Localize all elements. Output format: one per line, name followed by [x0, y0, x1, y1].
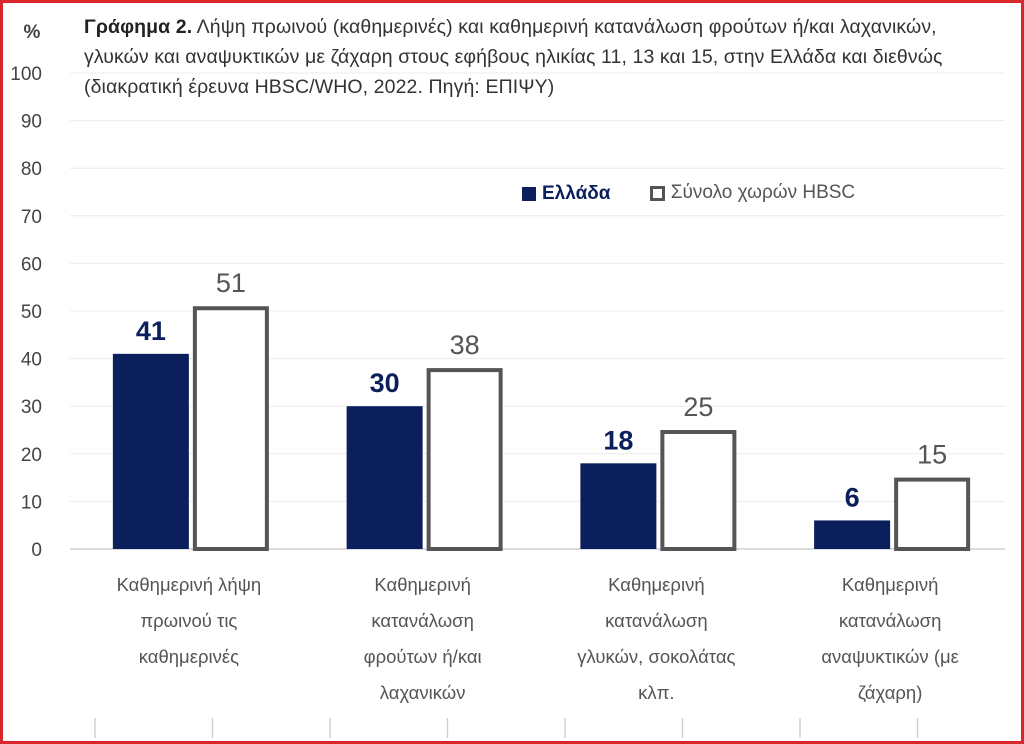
y-tick-label: 90 [21, 112, 42, 133]
chart-title: Γράφημα 2. Λήψη πρωινού (καθημερινές) κα… [84, 12, 984, 102]
legend-item-hbsc: Σύνολο χωρών HBSC [649, 182, 856, 204]
bar-greece [580, 463, 657, 549]
chart-title-bold: Γράφημα 2. [84, 16, 193, 38]
x-category-label: ζάχαρη) [858, 682, 923, 703]
y-axis-label: % [24, 22, 41, 43]
y-tick-label: 0 [31, 540, 42, 561]
data-label-hbsc: 38 [450, 330, 480, 360]
legend-item-greece: Ελλάδα [522, 183, 610, 205]
x-category-label: γλυκών, σοκολάτας [577, 646, 735, 667]
x-category-label: φρούτων ή/και [364, 646, 482, 667]
bar-hbsc [192, 306, 269, 551]
y-tick-label: 100 [10, 64, 42, 85]
legend-swatch-greece [522, 186, 536, 201]
x-category-label: αναψυκτικών (με [821, 646, 959, 667]
y-tick-label: 60 [21, 254, 42, 275]
x-category-label: Καθημερινή [374, 574, 470, 595]
bar-greece [814, 520, 891, 549]
x-category-label: Καθημερινή [608, 574, 704, 595]
legend-label-hbsc: Σύνολο χωρών HBSC [670, 182, 856, 203]
x-category-label: καθημερινές [139, 646, 239, 667]
y-tick-label: 10 [21, 492, 42, 513]
data-label-hbsc: 25 [683, 392, 713, 422]
x-category-label: κλπ. [638, 682, 674, 703]
x-category-label: Καθημερινή [842, 574, 938, 595]
x-category-label: κατανάλωση [371, 610, 474, 631]
x-category-label: κατανάλωση [839, 610, 942, 631]
bar-hbsc [660, 430, 737, 551]
data-label-greece: 6 [845, 482, 860, 512]
y-tick-label: 70 [21, 207, 42, 228]
x-category-label: Καθημερινή λήψη [117, 574, 262, 595]
data-label-greece: 41 [136, 316, 166, 346]
x-category-label: κατανάλωση [605, 610, 708, 631]
bar-greece [346, 406, 423, 549]
legend-label-greece: Ελλάδα [542, 182, 611, 204]
y-tick-label: 50 [21, 302, 42, 323]
bar-hbsc [894, 477, 971, 552]
data-label-greece: 30 [370, 368, 400, 398]
legend-swatch-hbsc [649, 185, 665, 201]
legend: Ελλάδα Σύνολο χωρών HBSC [522, 182, 889, 207]
data-label-greece: 18 [603, 425, 633, 455]
y-tick-label: 40 [21, 350, 42, 371]
chart-title-text: Λήψη πρωινού (καθημερινές) και καθημεριν… [84, 16, 943, 98]
y-tick-label: 80 [21, 159, 42, 180]
y-tick-label: 20 [21, 445, 42, 466]
x-category-label: πρωινού τις [140, 610, 237, 631]
bar-greece [112, 353, 189, 549]
x-category-label: λαχανικών [380, 682, 466, 703]
data-label-hbsc: 15 [917, 440, 947, 470]
data-label-hbsc: 51 [216, 268, 246, 298]
y-tick-label: 30 [21, 397, 42, 418]
bar-hbsc [426, 368, 503, 551]
